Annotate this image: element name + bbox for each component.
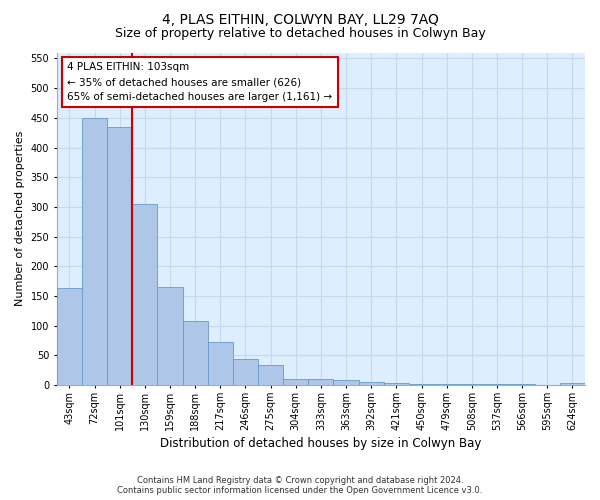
Text: Size of property relative to detached houses in Colwyn Bay: Size of property relative to detached ho… [115, 28, 485, 40]
Text: 4 PLAS EITHIN: 103sqm
← 35% of detached houses are smaller (626)
65% of semi-det: 4 PLAS EITHIN: 103sqm ← 35% of detached … [67, 62, 332, 102]
X-axis label: Distribution of detached houses by size in Colwyn Bay: Distribution of detached houses by size … [160, 437, 482, 450]
Bar [208, 342, 233, 385]
Bar [157, 287, 182, 385]
Text: 4, PLAS EITHIN, COLWYN BAY, LL29 7AQ: 4, PLAS EITHIN, COLWYN BAY, LL29 7AQ [161, 12, 439, 26]
Bar [560, 382, 585, 385]
Y-axis label: Number of detached properties: Number of detached properties [15, 131, 25, 306]
Bar [57, 288, 82, 385]
Bar [459, 384, 484, 385]
Bar [434, 384, 459, 385]
Bar [182, 322, 208, 385]
Bar [283, 379, 308, 385]
Bar [258, 366, 283, 385]
Bar [384, 383, 409, 385]
Bar [509, 384, 535, 385]
Bar [308, 379, 334, 385]
Bar [359, 382, 384, 385]
Bar [233, 359, 258, 385]
Bar [484, 384, 509, 385]
Bar [107, 126, 132, 385]
Text: Contains HM Land Registry data © Crown copyright and database right 2024.
Contai: Contains HM Land Registry data © Crown c… [118, 476, 482, 495]
Bar [409, 384, 434, 385]
Bar [82, 118, 107, 385]
Bar [132, 204, 157, 385]
Bar [334, 380, 359, 385]
